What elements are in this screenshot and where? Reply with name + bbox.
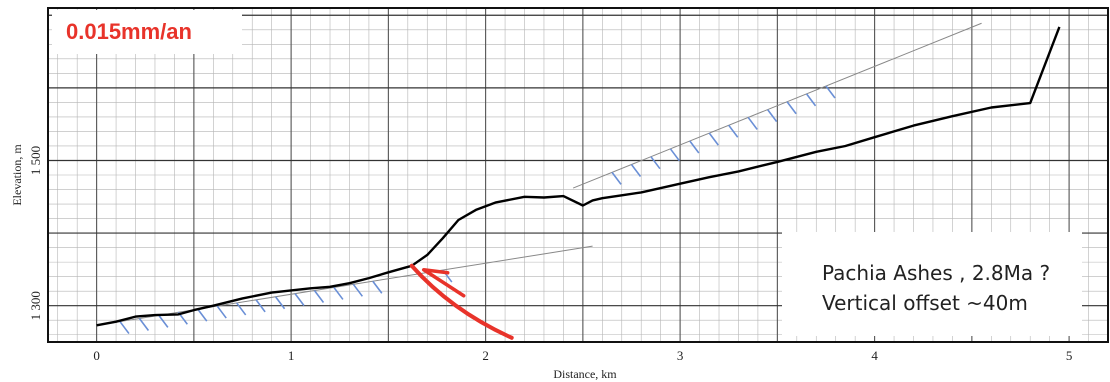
trend-line (572, 22, 982, 189)
surface-hatch (611, 171, 622, 185)
surface-hatch (352, 283, 363, 297)
x-tick-label: 5 (1066, 348, 1073, 363)
surface-hatch (197, 308, 208, 322)
x-axis-title: Distance, km (553, 367, 617, 381)
trend-lines (96, 22, 982, 326)
surface-hatch (805, 93, 817, 107)
y-tick-label: 1 500 (28, 146, 43, 175)
surface-hatch (119, 321, 130, 335)
fault-arrow (421, 268, 466, 298)
surface-hatch (825, 85, 836, 99)
surface-hatch (333, 286, 344, 300)
surface-hatch (294, 293, 305, 307)
surface-hatch (630, 164, 642, 178)
surface-hatch (255, 299, 266, 313)
profile-line (96, 26, 1061, 327)
surface-hatch (786, 101, 797, 115)
profile-series (96, 26, 1061, 327)
note-line-ashes: Pachia Ashes , 2.8Ma ? (822, 261, 1051, 285)
surface-hatches (119, 85, 836, 335)
surface-hatch (158, 314, 169, 328)
y-tick-label: 1 300 (28, 291, 43, 320)
y-axis-title: Elevation, m (10, 144, 24, 206)
rate-annotation: 0.015mm/an (52, 10, 242, 54)
surface-hatch (274, 296, 286, 310)
note-line-offset: Vertical offset ~40m (822, 291, 1028, 315)
x-tick-label: 1 (288, 348, 295, 363)
plot-frame (47, 7, 1109, 343)
x-tick-label: 2 (482, 348, 489, 363)
x-tick-label: 0 (93, 348, 100, 363)
rate-text: 0.015mm/an (66, 19, 192, 44)
surface-hatch (236, 302, 247, 316)
tick-labels: 0 1 2 3 4 5 1 300 1 500 (28, 146, 1072, 363)
surface-hatch (650, 156, 661, 170)
x-tick-label: 4 (871, 348, 878, 363)
surface-hatch (372, 280, 383, 294)
surface-hatch (747, 116, 758, 130)
surface-hatch (708, 132, 719, 146)
surface-hatch (669, 148, 681, 162)
surface-hatch (728, 124, 739, 138)
fault-trace (409, 263, 514, 340)
trend-line (96, 245, 593, 326)
surface-hatch (313, 290, 325, 304)
surface-hatch (689, 140, 700, 154)
surface-hatch (216, 305, 227, 319)
fault-symbol (409, 263, 514, 340)
x-tick-label: 3 (677, 348, 684, 363)
surface-hatch (138, 317, 150, 331)
note-annotation: Pachia Ashes , 2.8Ma ? Vertical offset ~… (782, 232, 1082, 336)
surface-hatch (766, 109, 778, 123)
